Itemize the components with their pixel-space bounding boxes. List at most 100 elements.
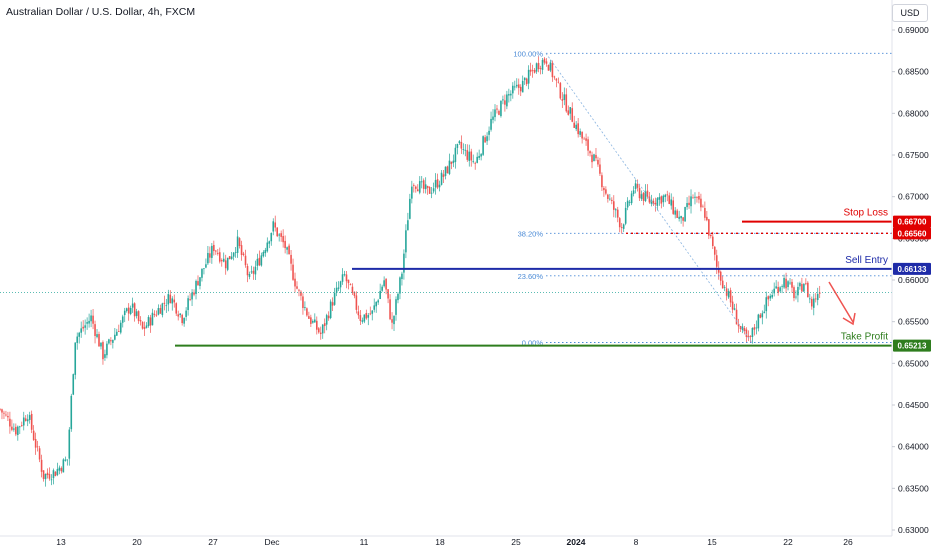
candle-body	[26, 419, 29, 422]
candle-body	[9, 418, 11, 427]
x-tick-label: 26	[843, 537, 853, 547]
candle-body	[230, 256, 233, 259]
candle-body	[799, 283, 801, 287]
currency-button[interactable]: USD	[892, 4, 928, 22]
candle-body	[217, 252, 219, 254]
candle-body	[537, 62, 540, 70]
candle-body	[654, 202, 657, 205]
candle-body	[365, 312, 368, 319]
candle-body	[698, 196, 700, 200]
candle-body	[715, 255, 718, 267]
candle-body	[312, 320, 314, 323]
stop-loss-badge	[893, 215, 931, 228]
candle-body	[597, 159, 599, 165]
candle-body	[327, 315, 330, 319]
candle-body	[76, 336, 79, 343]
candle-body	[260, 255, 263, 266]
candle-body	[367, 315, 370, 318]
candle-body	[666, 194, 669, 196]
candle-body	[80, 328, 82, 333]
candle-body	[232, 252, 235, 257]
candle-body	[135, 311, 138, 316]
candle-body	[771, 294, 773, 298]
candle-body	[609, 198, 611, 200]
candle-body	[573, 122, 575, 128]
candle-body	[636, 184, 639, 188]
candle-body	[480, 154, 482, 157]
candle-body	[28, 415, 31, 420]
candle-body	[434, 180, 437, 188]
candle-body	[183, 317, 185, 324]
candle-body	[244, 255, 247, 266]
candle-body	[488, 130, 490, 135]
candle-body	[191, 292, 193, 300]
candle-body	[717, 268, 720, 273]
candle-body	[264, 249, 267, 254]
candle-body	[347, 279, 350, 284]
candle-body	[668, 195, 671, 204]
x-tick-label: 8	[634, 537, 639, 547]
candle-body	[92, 315, 94, 324]
candle-body	[173, 299, 176, 303]
candle-body	[252, 270, 255, 274]
candle-body	[593, 154, 595, 162]
candle-body	[563, 94, 566, 100]
candle-body	[343, 274, 346, 276]
candle-body	[228, 256, 231, 260]
candle-body	[13, 428, 15, 430]
candle-body	[644, 191, 647, 201]
candle-body	[607, 194, 609, 199]
candle-body	[169, 294, 172, 304]
candle-body	[266, 242, 269, 252]
candle-body	[755, 327, 758, 329]
candle-body	[690, 196, 692, 207]
candle-body	[757, 314, 760, 329]
candle-body	[533, 69, 536, 73]
candle-body	[785, 278, 787, 289]
candle-body	[652, 200, 655, 205]
candle-body	[359, 315, 362, 321]
candle-body	[323, 323, 326, 327]
candle-body	[452, 160, 455, 163]
candle-body	[248, 274, 251, 277]
candle-body	[658, 197, 661, 200]
candle-body	[215, 250, 217, 252]
candle-body	[240, 245, 243, 255]
candle-body	[270, 232, 273, 242]
candle-body	[381, 286, 383, 291]
candle-body	[787, 281, 789, 287]
candle-body	[46, 472, 49, 476]
x-tick-label: 20	[132, 537, 142, 547]
candle-body	[634, 183, 637, 189]
price-axis: 0.69000 0.68500 0.68000 0.67500 0.67000 0.665…	[892, 25, 929, 535]
candle-body	[106, 343, 108, 356]
candle-body	[622, 224, 625, 229]
candle-body	[484, 137, 486, 143]
candle-body	[438, 184, 441, 188]
candle-body	[262, 252, 265, 257]
candle-body	[379, 290, 381, 300]
candle-body	[492, 116, 494, 120]
candle-body	[587, 139, 589, 151]
candle-body	[161, 303, 164, 316]
candle-body	[547, 64, 550, 71]
candle-body	[605, 189, 607, 194]
candle-body	[468, 151, 471, 161]
candle-body	[0, 408, 1, 410]
candle-body	[64, 459, 67, 461]
candle-body	[121, 316, 124, 323]
candle-body	[84, 325, 86, 328]
candle-body	[143, 327, 146, 330]
candle-body	[110, 340, 112, 342]
candle-body	[805, 283, 807, 285]
candle-body	[694, 196, 696, 198]
candle-body	[171, 298, 174, 304]
price-level-labels: 0.66700 0.66560 0.66133 0.65213	[893, 215, 931, 352]
candle-body	[282, 236, 284, 243]
candle-body	[696, 197, 698, 198]
candle-body	[650, 199, 653, 204]
candle-body	[731, 301, 734, 310]
candle-body	[274, 222, 277, 228]
candle-body	[222, 258, 225, 262]
